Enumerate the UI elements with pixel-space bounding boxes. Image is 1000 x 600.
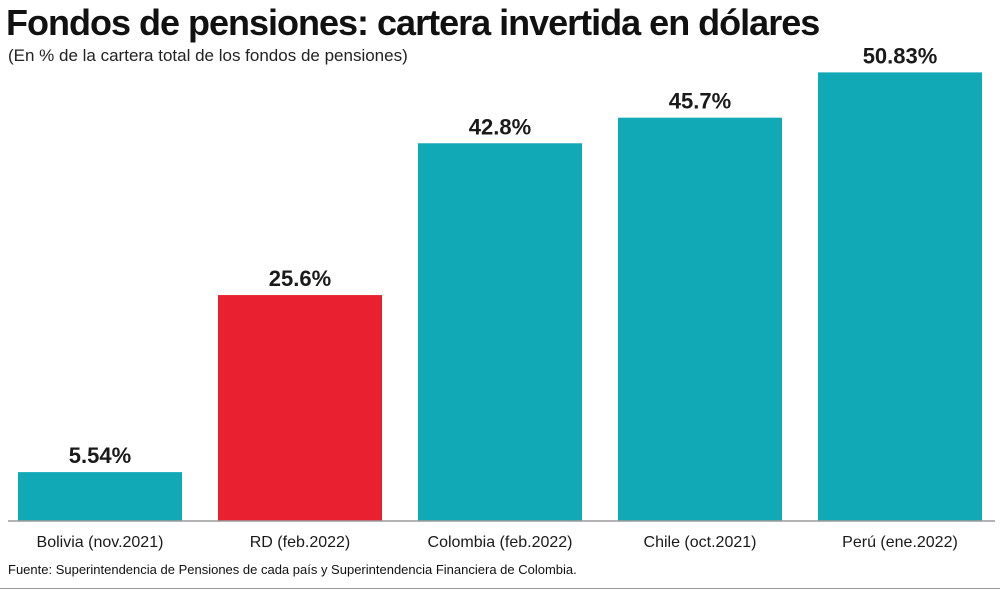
bar-4: [818, 72, 982, 522]
category-label-4: Perú (ene.2022): [842, 534, 958, 551]
chart-title: Fondos de pensiones: cartera invertida e…: [6, 2, 820, 43]
bars-layer: 5.54% 25.6% 42.8% 45.7% 50.83%: [18, 43, 982, 522]
bar-1: [218, 295, 382, 521]
bar-2: [418, 143, 582, 521]
category-label-0: Bolivia (nov.2021): [37, 534, 164, 551]
bottom-divider: [0, 588, 1000, 589]
category-labels: Bolivia (nov.2021) RD (feb.2022) Colombia …: [37, 534, 958, 551]
bar-value-label-3: 45.7%: [669, 89, 731, 114]
category-label-1: RD (feb.2022): [250, 534, 351, 551]
bar-0: [18, 472, 182, 521]
source-note: Fuente: Superintendencia de Pensiones de…: [8, 562, 577, 577]
category-label-3: Chile (oct.2021): [644, 534, 757, 551]
bar-3: [618, 117, 782, 522]
bar-value-label-4: 50.83%: [863, 43, 938, 68]
chart-subtitle: (En % de la cartera total de los fondos …: [8, 46, 408, 65]
bar-value-label-0: 5.54%: [69, 443, 131, 468]
bar-value-label-2: 42.8%: [469, 114, 531, 139]
bar-value-label-1: 25.6%: [269, 266, 331, 291]
category-label-2: Colombia (feb.2022): [428, 534, 573, 551]
